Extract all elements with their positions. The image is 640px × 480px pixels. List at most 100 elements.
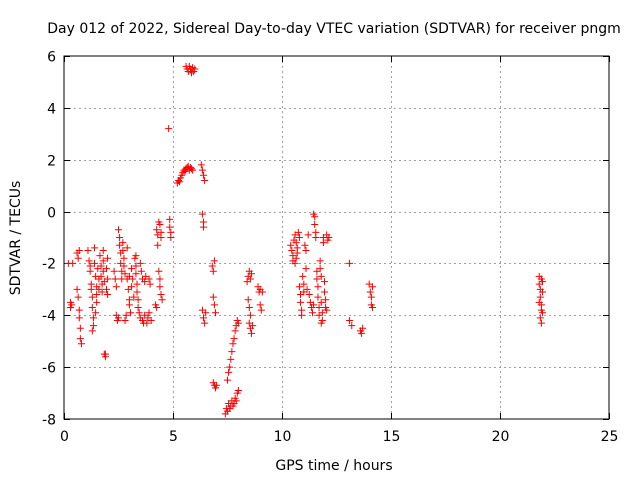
- data-point-marker: [314, 283, 322, 291]
- data-point-marker: [167, 234, 175, 241]
- data-point-marker: [119, 239, 127, 247]
- data-point-marker: [89, 314, 97, 322]
- data-point-marker: [147, 316, 155, 324]
- data-point-marker: [310, 301, 318, 309]
- data-point-marker: [317, 298, 325, 306]
- data-point-marker: [104, 275, 112, 283]
- data-point-marker: [76, 335, 84, 343]
- data-point-marker: [244, 296, 252, 304]
- data-point-marker: [257, 306, 265, 314]
- data-point-marker: [234, 386, 242, 394]
- data-point-marker: [91, 244, 99, 252]
- data-point-marker: [121, 270, 129, 278]
- data-point-marker: [213, 381, 221, 389]
- data-point-marker: [176, 178, 184, 186]
- data-point-marker: [99, 257, 107, 265]
- data-point-marker: [298, 311, 306, 319]
- data-point-marker: [322, 296, 330, 304]
- x-tick-label: 20: [492, 429, 510, 445]
- data-point-marker: [209, 293, 217, 301]
- plot-frame: [63, 55, 610, 420]
- data-point-marker: [189, 166, 197, 174]
- data-point-marker: [312, 234, 320, 241]
- y-tick-label: -8: [42, 413, 56, 429]
- data-point-marker: [287, 241, 295, 249]
- axis-ticks: 0 5 10 15 20 25 -8 -6 -4 -2 0 2 4 6: [42, 50, 618, 446]
- data-point-marker: [318, 309, 326, 317]
- data-point-marker: [311, 221, 319, 229]
- data-point-marker: [201, 319, 209, 327]
- data-point-marker: [325, 234, 333, 241]
- data-point-marker: [232, 397, 240, 405]
- data-point-marker: [112, 283, 120, 291]
- data-point-marker: [536, 293, 544, 301]
- data-point-marker: [227, 355, 235, 363]
- data-point-marker: [132, 270, 140, 278]
- data-point-marker: [292, 239, 300, 247]
- data-point-marker: [200, 171, 208, 179]
- data-point-marker: [166, 223, 174, 231]
- x-axis-label: GPS time / hours: [275, 458, 392, 474]
- data-point-marker: [84, 246, 92, 254]
- data-point-marker: [137, 267, 145, 275]
- data-point-marker: [93, 298, 101, 306]
- data-point-marker: [210, 301, 218, 309]
- data-point-marker: [291, 259, 299, 267]
- data-point-marker: [316, 265, 324, 273]
- data-point-marker: [346, 259, 354, 267]
- data-point-marker: [128, 283, 136, 291]
- data-point-marker: [230, 335, 238, 343]
- data-point-marker: [539, 288, 547, 296]
- data-point-marker: [212, 309, 220, 317]
- data-point-marker: [197, 161, 205, 169]
- data-point-marker: [97, 262, 105, 270]
- data-point-marker: [111, 275, 119, 283]
- data-point-marker: [99, 246, 107, 254]
- data-point-marker: [156, 221, 164, 229]
- data-point-marker: [75, 306, 83, 314]
- data-point-marker: [368, 304, 376, 312]
- data-point-marker: [537, 319, 545, 327]
- data-point-marker: [228, 348, 236, 356]
- data-point-marker: [104, 254, 112, 262]
- data-point-marker: [256, 301, 264, 309]
- data-point-marker: [89, 322, 97, 330]
- data-point-marker: [119, 246, 127, 254]
- data-point-marker: [92, 309, 100, 317]
- data-point-marker: [121, 316, 129, 324]
- data-point-marker: [346, 316, 354, 324]
- data-point-marker: [134, 304, 142, 312]
- data-point-marker: [93, 291, 101, 299]
- data-point-marker: [154, 241, 162, 249]
- data-point-marker: [122, 311, 130, 319]
- data-point-marker: [317, 319, 325, 327]
- x-tick-label: 0: [60, 429, 69, 445]
- data-point-marker: [208, 262, 216, 270]
- data-point-marker: [133, 280, 141, 288]
- data-point-marker: [229, 340, 237, 348]
- data-point-marker: [146, 280, 154, 288]
- data-point-marker: [103, 265, 111, 273]
- data-point-marker: [130, 293, 138, 301]
- data-point-marker: [200, 223, 208, 231]
- y-tick-label: 0: [47, 206, 56, 222]
- data-point-marker: [133, 288, 141, 296]
- data-point-marker: [145, 275, 153, 283]
- data-point-marker: [132, 252, 140, 260]
- data-point-marker: [315, 304, 323, 312]
- data-point-marker: [359, 324, 367, 332]
- grid-lines: [64, 56, 609, 419]
- data-point-marker: [234, 319, 242, 327]
- data-point-marker: [86, 267, 94, 275]
- data-point-marker: [225, 368, 233, 376]
- data-point-marker: [145, 309, 153, 317]
- data-point-marker: [314, 293, 322, 301]
- data-point-marker: [156, 283, 164, 291]
- data-point-marker: [358, 329, 366, 337]
- data-point-marker: [157, 234, 165, 241]
- data-point-marker: [68, 301, 76, 309]
- data-point-marker: [125, 301, 133, 309]
- y-tick-label: -6: [42, 361, 56, 377]
- data-point-marker: [120, 254, 128, 262]
